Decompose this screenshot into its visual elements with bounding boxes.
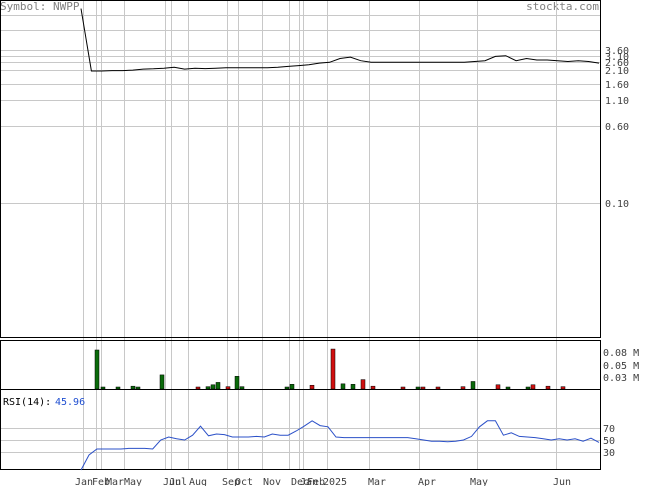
- date-tick-label: 2025: [323, 477, 347, 486]
- volume-bar: [205, 386, 211, 390]
- date-tick-label: Apr: [418, 477, 436, 486]
- volume-bar: [530, 384, 536, 390]
- date-tick-label: Mar: [368, 477, 386, 486]
- volume-bar: [234, 376, 240, 390]
- date-tick-label: Dec: [291, 477, 309, 486]
- volume-axis-labels: 0.08 M 0.05 M0.03 M: [603, 348, 639, 384]
- volume-bar: [470, 381, 476, 390]
- price-tick-label: 2.10: [605, 66, 629, 77]
- date-tick-label: Jun: [163, 477, 181, 486]
- rsi-panel: [0, 389, 601, 470]
- rsi-tick-label: 30: [603, 448, 615, 459]
- volume-bar: [505, 386, 511, 390]
- price-tick-label: 3.10: [605, 52, 629, 63]
- rsi-tick-label: 70: [603, 424, 615, 435]
- volume-panel: [0, 340, 601, 390]
- volume-bar: [460, 386, 466, 390]
- rsi-series: [80, 420, 600, 471]
- volume-bar: [415, 386, 421, 390]
- price-tick-label: 0.10: [605, 199, 629, 210]
- price-axis-labels: 3.603.102.602.10 1.60 1.10 0.60 0.10: [605, 46, 629, 210]
- price-tick-label: 0.60: [605, 122, 629, 133]
- volume-bar: [225, 386, 231, 390]
- rsi-tick-label: 50: [603, 436, 615, 447]
- price-line: [80, 8, 600, 72]
- date-tick-label: Jul: [169, 477, 187, 486]
- date-tick-label: Feb: [92, 477, 110, 486]
- date-tick-label: Feb: [307, 477, 325, 486]
- volume-bar: [360, 379, 366, 390]
- volume-bar: [130, 385, 136, 390]
- price-panel: [0, 0, 601, 338]
- price-tick-label: 2.60: [605, 58, 629, 69]
- date-tick-label: Jan: [75, 477, 93, 486]
- volume-bar: [195, 386, 201, 390]
- date-tick-label: Nov: [263, 477, 281, 486]
- site-label: stockta.com: [526, 0, 599, 13]
- rsi-current-value: 45.96: [55, 397, 85, 408]
- date-tick-label: Jan: [300, 477, 318, 486]
- volume-bar: [100, 386, 106, 390]
- volume-bars: [94, 348, 566, 390]
- rsi-grid: [1, 428, 600, 453]
- volume-bar: [159, 374, 165, 390]
- price-tick-label: 1.10: [605, 96, 629, 107]
- volume-bar: [545, 385, 551, 390]
- price-grid: [1, 15, 600, 204]
- price-series: [80, 8, 600, 72]
- date-tick-label: Mar: [106, 477, 124, 486]
- date-tick-label: Aug: [189, 477, 207, 486]
- date-tick-label: May: [124, 477, 142, 486]
- volume-tick-label: 0.08 M: [603, 348, 639, 359]
- volume-bar: [289, 384, 295, 390]
- volume-tick-label: 0.05 M: [603, 361, 639, 372]
- price-tick-label: 1.60: [605, 80, 629, 91]
- price-tick-label: 3.60: [605, 46, 629, 57]
- volume-bar: [135, 386, 141, 390]
- rsi-label: RSI(14):: [3, 397, 51, 408]
- date-tick-label: Jun: [553, 477, 571, 486]
- volume-bar: [330, 348, 336, 390]
- symbol-label: Symbol: NWPP: [0, 0, 80, 13]
- volume-bar: [340, 383, 346, 390]
- volume-bar: [239, 386, 245, 390]
- volume-bar: [560, 386, 566, 390]
- volume-bar: [420, 386, 426, 390]
- volume-bar: [94, 349, 100, 390]
- date-tick-label: Oct: [235, 477, 253, 486]
- volume-bar: [284, 386, 290, 390]
- volume-bar: [400, 386, 406, 390]
- date-tick-label: Sep: [222, 477, 240, 486]
- volume-bar: [210, 384, 216, 390]
- volume-bar: [435, 386, 441, 390]
- volume-bar: [215, 382, 221, 390]
- volume-bar: [370, 385, 376, 390]
- volume-bar: [525, 386, 531, 390]
- date-tick-label: May: [470, 477, 488, 486]
- volume-bar: [115, 386, 121, 390]
- volume-bar: [350, 384, 356, 390]
- vertical-grid: [83, 1, 557, 470]
- rsi-line: [80, 420, 600, 471]
- volume-bar: [495, 384, 501, 390]
- volume-bar: [309, 384, 315, 390]
- volume-tick-label: 0.03 M: [603, 373, 639, 384]
